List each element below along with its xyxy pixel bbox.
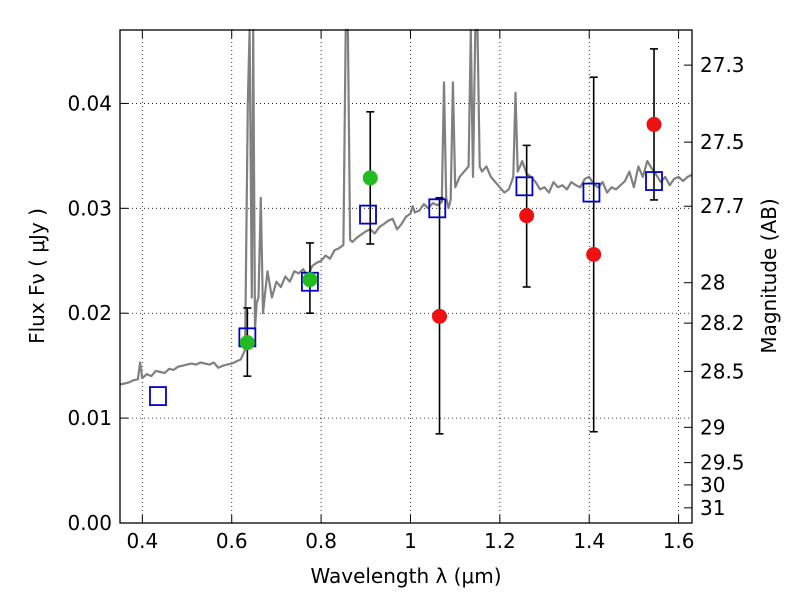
model-photometry-square xyxy=(359,204,377,225)
x-tick-label: 1.4 xyxy=(573,529,605,553)
x-tick-label: 1.6 xyxy=(663,529,695,553)
model-photometry-square xyxy=(428,198,447,219)
magnitude-tick-label: 31 xyxy=(700,496,725,520)
magnitude-tick-label: 27.5 xyxy=(700,130,745,154)
observed-flux-point xyxy=(432,308,448,324)
magnitude-tick-label: 27.7 xyxy=(700,194,745,218)
observed-flux-markers xyxy=(239,116,662,351)
y-tick-label: 0.04 xyxy=(67,91,112,115)
plot-background xyxy=(120,30,692,523)
magnitude-tick-label: 28.2 xyxy=(700,311,745,335)
magnitude-tick-label: 30 xyxy=(700,473,725,497)
y-tick-label: 0.02 xyxy=(67,301,112,325)
magnitude-axis-label: Magnitude (AB) xyxy=(757,198,781,353)
observed-flux-point xyxy=(586,246,602,262)
model-photometry-square xyxy=(582,182,601,203)
magnitude-tick-label: 29 xyxy=(700,415,725,439)
y-tick-label: 0.00 xyxy=(67,511,112,535)
model-photometry-square xyxy=(149,386,167,406)
observed-flux-point xyxy=(362,170,378,186)
observed-flux-point xyxy=(646,116,662,132)
observed-flux-point xyxy=(302,272,318,288)
model-spectrum xyxy=(119,28,693,386)
x-tick-label: 1.2 xyxy=(484,529,516,553)
x-tick-label: 0.8 xyxy=(305,529,337,553)
magnitude-tick-label: 27.3 xyxy=(700,53,745,77)
y-tick-label: 0.01 xyxy=(67,406,112,430)
model-photometry-markers xyxy=(149,171,663,406)
y-axis-label: Flux Fν ( μJy ) xyxy=(25,208,49,344)
magnitude-tick-label: 28.5 xyxy=(700,359,745,383)
observed-flux-point xyxy=(519,208,535,224)
magnitude-tick-label: 29.5 xyxy=(700,451,745,475)
x-tick-label: 0.6 xyxy=(216,529,248,553)
model-photometry-square xyxy=(515,176,534,197)
plot-frame xyxy=(119,29,693,524)
magnitude-tick-label: 28 xyxy=(700,271,725,295)
y-axis-ticks: 0.00 0.01 0.02 0.03 0.04 xyxy=(67,91,128,535)
grid-lines xyxy=(120,30,692,523)
x-tick-label: 1 xyxy=(404,529,417,553)
x-axis-ticks: 0.4 0.6 0.8 1 1.2 1.4 1.6 xyxy=(126,30,695,553)
model-photometry-square xyxy=(645,171,663,191)
model-spectrum-line xyxy=(119,28,693,386)
x-axis-label: Wavelength λ (μm) xyxy=(310,564,501,588)
y-tick-label: 0.03 xyxy=(67,196,112,220)
x-tick-label: 0.4 xyxy=(126,529,158,553)
observed-flux-point xyxy=(239,335,255,351)
